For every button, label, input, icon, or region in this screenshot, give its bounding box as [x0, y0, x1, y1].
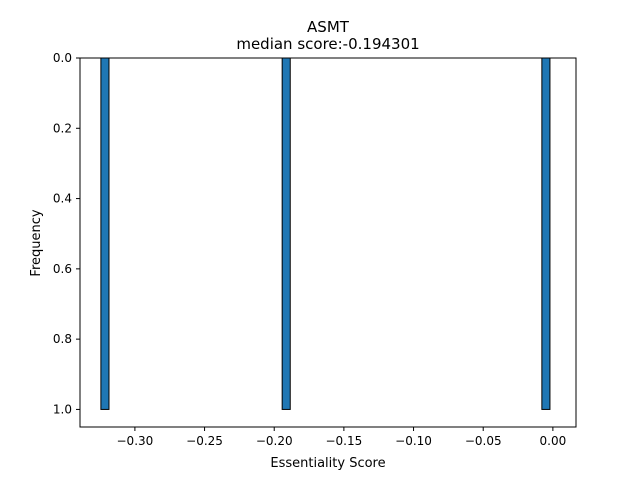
y-axis-ticks: 0.0 0.2 0.4 0.6 0.8 1.0 [53, 51, 80, 416]
y-tick-label: 1.0 [53, 402, 72, 416]
y-tick-label: 0.6 [53, 262, 72, 276]
x-axis-label: Essentiality Score [270, 456, 385, 471]
y-axis-label: Frequency [29, 209, 44, 276]
x-axis-ticks: −0.30 −0.25 −0.20 −0.15 −0.10 −0.05 0.00 [117, 427, 567, 448]
x-tick-label: −0.30 [117, 434, 154, 448]
histogram-bar-0 [100, 57, 110, 410]
bars-group [100, 57, 551, 410]
histogram-bar-2 [541, 57, 551, 410]
x-tick-label: −0.05 [465, 434, 502, 448]
y-tick-label: 0.2 [53, 121, 72, 135]
chart-subtitle: median score:-0.194301 [236, 35, 419, 53]
x-tick-label: −0.15 [325, 434, 362, 448]
x-tick-label: 0.00 [540, 434, 567, 448]
y-tick-label: 0.8 [53, 332, 72, 346]
x-tick-label: −0.20 [256, 434, 293, 448]
histogram-bar-1 [281, 57, 291, 410]
x-tick-label: −0.10 [395, 434, 432, 448]
chart-title: ASMT [307, 18, 350, 36]
x-tick-label: −0.25 [186, 434, 223, 448]
y-tick-label: 0.0 [53, 51, 72, 65]
plot-frame [79, 57, 577, 428]
y-tick-label: 0.4 [53, 192, 72, 206]
